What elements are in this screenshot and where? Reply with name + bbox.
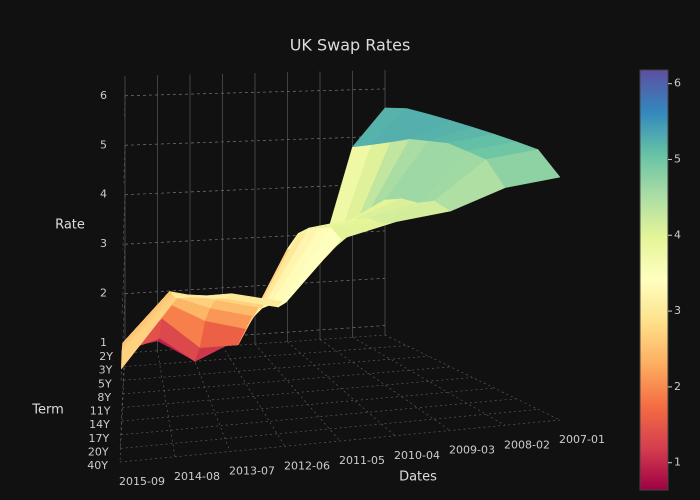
grid-line	[352, 336, 506, 426]
z-tick-label: 5	[100, 138, 107, 151]
z-tick-label: 3	[100, 237, 107, 250]
y-tick-label: 14Y	[89, 418, 110, 431]
colorbar-tick-label: 3	[674, 304, 681, 317]
y-tick-label: 17Y	[89, 432, 110, 445]
grid-line	[189, 348, 231, 452]
y-tick-label: 2Y	[99, 350, 113, 363]
x-tick-label: 2013-07	[229, 465, 275, 478]
x-tick-label: 2015-09	[119, 475, 165, 488]
x-tick-label: 2012-06	[284, 459, 330, 472]
colorbar-tick-label: 1	[674, 456, 681, 469]
grid-line	[124, 345, 407, 367]
x-tick-label: 2011-05	[339, 454, 385, 467]
grid-line	[121, 387, 495, 422]
x-tick-label: 2008-02	[504, 438, 550, 451]
z-axis-title: Rate	[55, 218, 85, 233]
x-tick-label: 2014-08	[174, 470, 220, 483]
grid-line	[123, 355, 429, 381]
x-tick-label: 2007-01	[559, 433, 605, 446]
grid-line	[121, 398, 517, 436]
grid-line	[119, 419, 561, 463]
z-tick-label: 1	[100, 336, 107, 349]
grid-line	[319, 339, 451, 431]
grid-line	[124, 277, 386, 294]
x-tick-label: 2010-04	[394, 449, 440, 462]
x-axis-title: Dates	[399, 470, 437, 485]
grid-line	[124, 334, 386, 354]
z-tick-label: 4	[100, 188, 107, 201]
colorbar-tick-label: 4	[674, 228, 681, 241]
z-tick-label: 6	[100, 89, 107, 102]
grid-line	[124, 135, 386, 146]
grid-line	[287, 341, 396, 436]
colorbar-tick-label: 2	[674, 380, 681, 393]
y-tick-label: 11Y	[90, 405, 111, 418]
y-tick-label: 5Y	[98, 377, 112, 390]
x-tick-label: 2009-03	[449, 444, 495, 457]
y-tick-label: 20Y	[88, 445, 109, 458]
z-tick-label: 2	[100, 287, 107, 300]
y-axis-title: Term	[31, 403, 64, 418]
grid-line	[254, 343, 341, 442]
grid-line	[119, 352, 126, 463]
colorbar-tick-label: 5	[674, 152, 681, 165]
colorbar	[639, 69, 669, 491]
surface-cell	[485, 149, 561, 188]
chart-title: UK Swap Rates	[290, 36, 411, 55]
y-tick-label: 40Y	[87, 459, 108, 472]
colorbar-tick-label: 6	[674, 77, 681, 90]
grid-line	[122, 377, 473, 408]
grid-line	[124, 88, 386, 97]
y-tick-label: 3Y	[99, 364, 113, 377]
y-tick-label: 8Y	[97, 391, 111, 404]
